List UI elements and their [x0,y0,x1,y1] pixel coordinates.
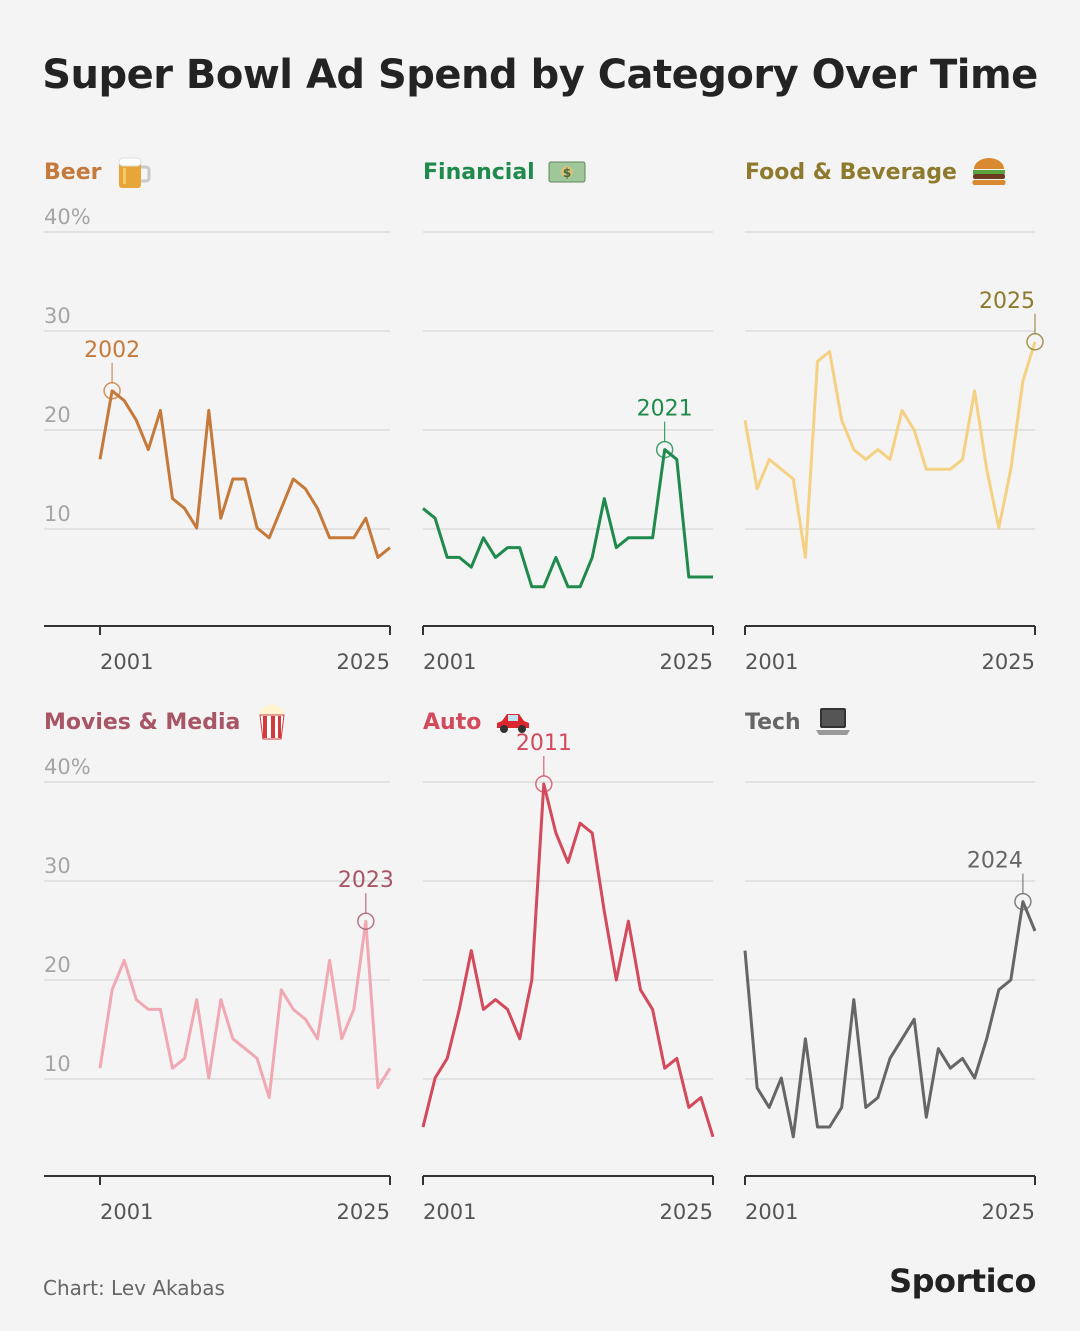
peak-label: 2011 [516,731,572,756]
y-tick-label: 20 [44,403,71,427]
category-name: Food & Beverage [745,159,957,185]
popcorn-icon [252,702,292,742]
panel-auto: Auto 2001 2025 2011 [421,702,783,1247]
y-tick-label: 40% [44,755,91,779]
x-tick-label: 2025 [982,650,1035,674]
line-chart: 2001 2025 2021 [422,231,714,674]
peak-marker [357,912,375,930]
peak-label: 2002 [84,338,140,363]
y-tick-label: 40% [44,205,91,229]
x-tick-label: 2001 [100,650,153,674]
series-line [422,448,713,589]
y-tick-label: 10 [44,1052,71,1076]
y-tick-label: 30 [44,854,71,878]
x-tick-label: 2025 [337,1200,390,1224]
chart-credit: Chart: Lev Akabas [43,1276,225,1300]
x-tick-label: 2025 [982,1200,1035,1224]
line-chart: 2001 2025 2024 [743,781,1037,1224]
panel-food-beverage: Food & Beverage 2001 2025 2025 [743,152,1080,697]
category-label: Food & Beverage [745,152,1009,192]
series-line [743,341,1037,559]
panel-beer: Beer 40% 30 20 10 2001 2025 2002 [44,152,404,697]
x-tick-label: 2025 [660,1200,713,1224]
x-tick-label: 2001 [745,1200,798,1224]
series-line [98,389,391,559]
peak-label: 2021 [637,397,693,422]
line-chart: 2001 2025 2011 [421,731,715,1224]
x-tick-label: 2001 [423,650,476,674]
car-icon [493,702,533,742]
laptop-icon [813,702,853,742]
panel-financial: Financial $2001 2025 2021 [422,152,783,697]
line-chart: 40% 30 20 10 2001 2025 2023 [44,755,394,1224]
category-name: Beer [44,159,102,185]
series-line [98,919,392,1100]
y-tick-label: 10 [44,502,71,526]
category-label: Beer [44,152,153,192]
series-line [421,782,715,1138]
peak-label: 2023 [338,868,394,893]
category-name: Financial [423,159,535,185]
x-tick-label: 2025 [337,650,390,674]
category-name: Movies & Media [44,709,241,735]
y-tick-label: 20 [44,953,71,977]
category-name: Tech [745,709,801,735]
chart-title: Super Bowl Ad Spend by Category Over Tim… [42,52,1038,98]
line-chart: 40% 30 20 10 2001 2025 2002 [44,205,391,674]
brand-logo: Sportico [889,1262,1036,1300]
svg-text:$: $ [563,166,571,180]
x-tick-label: 2001 [745,650,798,674]
peak-label: 2024 [967,849,1023,874]
x-tick-label: 2001 [423,1200,476,1224]
category-label: Movies & Media [44,702,292,742]
peak-label: 2025 [979,289,1035,314]
series-line [743,900,1037,1139]
category-name: Auto [423,709,482,735]
line-chart: 2001 2025 2025 [743,231,1044,674]
category-label: Tech [745,702,853,742]
x-tick-label: 2025 [660,650,713,674]
y-tick-label: 30 [44,304,71,328]
category-label: Financial $ [423,152,587,192]
category-label: Auto [423,702,533,742]
panel-tech: Tech 2001 2025 2024 [743,702,1080,1247]
panel-movies-media: Movies & Media 40% 30 20 10 2001 2025 2023 [44,702,404,1247]
beer-mug-icon [113,152,153,192]
burger-icon [969,152,1009,192]
money-bill-icon: $ [547,152,587,192]
x-tick-label: 2001 [100,1200,153,1224]
